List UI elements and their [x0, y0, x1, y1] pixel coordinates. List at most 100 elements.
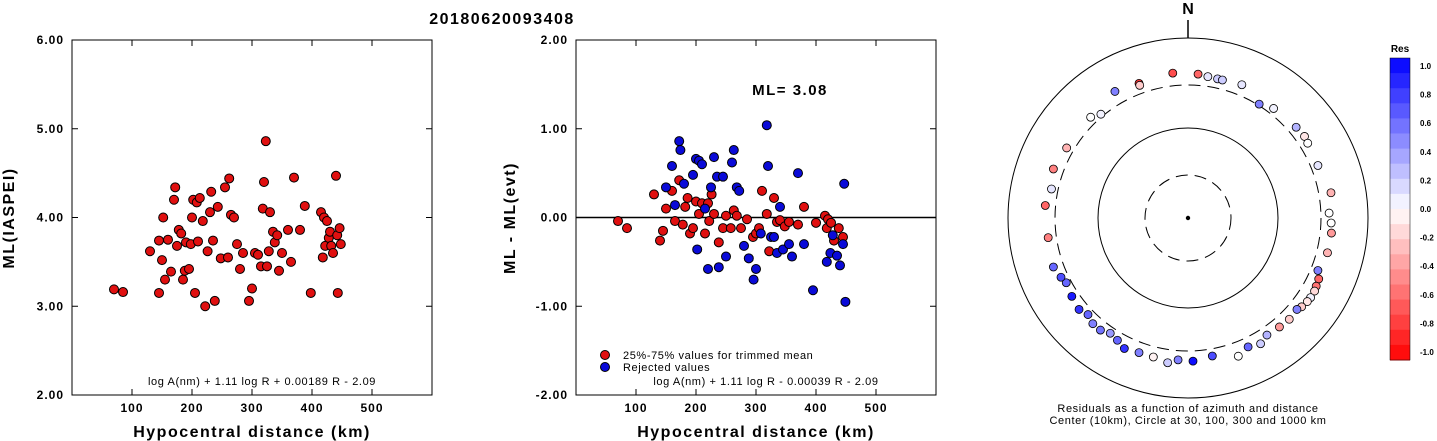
mid-plot-xtick-label: 100 — [624, 401, 647, 415]
legend-label-trimmed: 25%-75% values for trimmed mean — [623, 350, 813, 362]
left-plot-ytick-label: 6.00 — [37, 33, 64, 47]
mid-plot-point — [670, 200, 680, 211]
colorbar-cell — [1390, 103, 1410, 119]
left-plot-point — [295, 224, 305, 235]
mid-plot: 100 200 300 400 500 -2.00 -1.00 0.00 1.00 2.00 ML… — [502, 33, 937, 441]
left-plot-point — [259, 177, 269, 187]
colorbar-labels: 1.0 0.8 0.6 0.4 0.2 0.0 -0.2 -0.4 -0.6 -0.8 -1.0 — [1420, 62, 1434, 357]
colorbar-label: -1.0 — [1420, 348, 1434, 357]
polar-point — [1088, 319, 1098, 329]
colorbar-cell — [1390, 239, 1410, 255]
colorbar-label: -0.4 — [1420, 262, 1434, 271]
left-plot-point — [247, 283, 257, 294]
polar-point — [1314, 274, 1324, 284]
left-plot-point — [220, 182, 230, 193]
colorbar-cell — [1390, 269, 1410, 285]
mid-plot-point — [835, 260, 845, 271]
mid-plot-point — [769, 192, 779, 203]
mid-plot-point — [731, 210, 742, 221]
mid-plot-point — [811, 217, 821, 228]
left-plot-frame — [71, 39, 433, 396]
colorbar-label: 0.8 — [1420, 91, 1432, 100]
left-plot-point — [190, 287, 200, 298]
mid-plot-point — [743, 253, 754, 264]
mid-plot-point — [784, 216, 794, 227]
mid-plot-point — [821, 256, 832, 267]
left-plot-point — [206, 186, 217, 197]
colorbar-cell — [1390, 209, 1410, 225]
polar-point — [1048, 164, 1058, 174]
left-plot-ytick-label: 4.00 — [37, 211, 64, 225]
mid-plot-point — [713, 262, 724, 273]
mid-plot-point — [680, 201, 691, 212]
polar-point — [1113, 335, 1122, 345]
mid-plot-point — [833, 223, 844, 234]
mid-plot-point — [799, 201, 809, 212]
colorbar-cell — [1390, 58, 1410, 74]
polar-point — [1056, 272, 1066, 282]
polar-point — [1188, 356, 1198, 366]
legend: 25%-75% values for trimmed mean Rejected… — [600, 350, 813, 374]
colorbar-cell — [1390, 133, 1410, 150]
polar-point — [1061, 278, 1071, 288]
left-plot-point — [238, 248, 248, 258]
polar-plot-points — [1040, 68, 1336, 368]
mid-plot-point — [840, 296, 851, 307]
mid-plot-point — [784, 239, 794, 250]
mid-plot-ylabel: ML - ML(evt) — [502, 162, 519, 274]
mid-plot-point — [826, 217, 836, 228]
left-plot-point — [289, 172, 299, 183]
left-plot-point — [299, 200, 310, 211]
left-plot-ytick-label: 5.00 — [37, 122, 64, 136]
mid-plot-ytick-label: -1.00 — [536, 299, 568, 313]
ring-30km — [1144, 174, 1232, 262]
left-plot-point — [176, 228, 187, 239]
mid-plot-point — [613, 216, 623, 227]
left-plot-point — [235, 263, 245, 274]
left-plot-point — [232, 239, 242, 250]
polar-point — [1326, 188, 1336, 198]
mid-plot-point — [827, 230, 838, 241]
polar-point — [1324, 208, 1334, 218]
mid-plot-point — [688, 223, 698, 234]
mid-plot-point — [787, 251, 797, 262]
colorbar-label: 1.0 — [1420, 62, 1432, 71]
mid-plot-point — [703, 263, 713, 274]
left-plot-point — [223, 252, 233, 263]
polar-point — [1105, 328, 1115, 338]
colorbar-cell — [1390, 88, 1410, 104]
left-plot: 100 200 300 400 500 2.00 3.00 4.00 5.00 6.00 ML(I… — [1, 33, 433, 441]
colorbar-title: Res — [1391, 44, 1410, 55]
polar-point — [1313, 266, 1323, 275]
mid-plot-point — [655, 235, 665, 246]
polar-point — [1134, 348, 1144, 358]
left-plot-point — [335, 239, 346, 250]
left-plot-point — [145, 246, 155, 257]
left-plot-point — [154, 287, 164, 298]
mid-plot-point — [697, 159, 707, 170]
mid-plot-point — [682, 192, 693, 203]
colorbar: Res 1.0 0.8 0.6 0.4 0.2 0.0 -0.2 -0.4 -0.6 -0.8 -1… — [1389, 44, 1434, 361]
mid-plot-point — [808, 285, 818, 296]
polar-point — [1135, 80, 1145, 90]
left-plot-point — [158, 212, 169, 223]
polar-point — [1327, 228, 1336, 238]
polar-point — [1040, 201, 1050, 210]
mid-plot-point — [742, 214, 752, 225]
left-plot-xtick-label: 300 — [240, 401, 263, 415]
left-plot-point — [253, 249, 263, 260]
left-plot-point — [109, 284, 119, 295]
colorbar-cell — [1390, 118, 1410, 134]
mid-plot-point — [718, 171, 728, 182]
polar-plot: N Residuals as a function of azimuth and… — [1007, 1, 1369, 427]
left-plot-point — [229, 212, 239, 223]
polar-point — [1233, 351, 1243, 361]
legend-label-rejected: Rejected values — [623, 362, 710, 374]
left-plot-ticks: 100 200 300 400 500 2.00 3.00 4.00 5.00 6.00 — [37, 33, 432, 415]
mid-plot-point — [674, 136, 685, 147]
mid-plot-point — [721, 210, 731, 221]
polar-point — [1284, 314, 1294, 324]
mid-plot-point — [751, 263, 761, 274]
polar-point — [1168, 68, 1178, 78]
